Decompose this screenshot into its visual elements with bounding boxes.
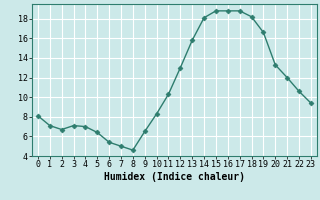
- X-axis label: Humidex (Indice chaleur): Humidex (Indice chaleur): [104, 172, 245, 182]
